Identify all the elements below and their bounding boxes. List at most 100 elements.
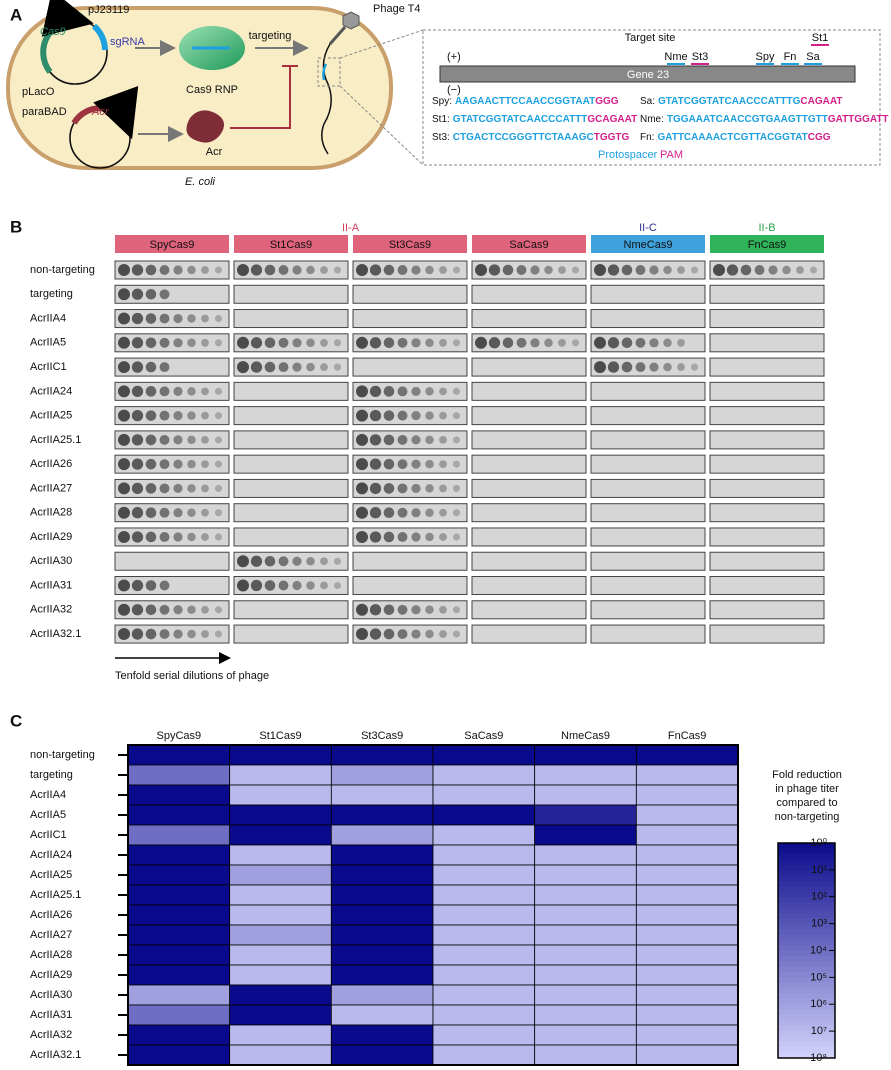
sequence-protospacer: CTGACTCCGGGTTCTAAAGC	[453, 132, 594, 143]
plaque-spot	[369, 264, 382, 276]
plaque-spot	[782, 265, 791, 275]
plate	[590, 284, 706, 304]
plaque-spot	[264, 555, 276, 567]
plaque-spot	[173, 605, 183, 615]
plaque-spot	[397, 483, 408, 494]
plate	[233, 406, 349, 426]
plaque-spot	[439, 533, 447, 541]
row-label: AcrIIA31	[30, 579, 72, 591]
heatmap-cell	[534, 804, 637, 826]
heatmap-cell	[635, 924, 739, 946]
promoter-label: pLacO	[22, 86, 55, 98]
plate	[114, 284, 230, 304]
column-header-label: SpyCas9	[150, 239, 195, 251]
panel-label: A	[10, 5, 22, 24]
plaque-spot	[383, 628, 395, 640]
heatmap-cell	[229, 944, 332, 966]
plaque-spot	[159, 604, 170, 615]
colorbar-step	[778, 945, 835, 951]
sequence-protospacer: GATTCAAAACTCGTTACGGTAT	[657, 132, 807, 143]
heatmap-cell	[432, 804, 536, 826]
colorbar-step	[778, 864, 835, 871]
plaque-spot	[173, 411, 183, 421]
row-label: AcrIIA5	[30, 337, 66, 349]
plaque-spot	[306, 581, 315, 590]
heatmap-cell	[534, 964, 637, 986]
plaque-spot	[173, 338, 183, 348]
colorbar-step	[778, 988, 835, 994]
plaque-spot	[278, 556, 289, 567]
heatmap-cell	[635, 944, 739, 966]
heatmap-cell	[127, 904, 231, 926]
plaque-spot	[187, 387, 196, 396]
row-label: targeting	[30, 769, 73, 781]
plaque-spot	[594, 264, 606, 276]
colorbar-tick-label: 10¹	[811, 864, 827, 876]
sequence-protospacer: AAGAACTTCCAACCGGTAAT	[455, 96, 595, 107]
strand-label: (+)	[447, 51, 461, 63]
plate	[709, 357, 825, 377]
heatmap-cell	[534, 924, 637, 946]
sequence-pam: GATTGGATT	[828, 114, 889, 125]
row-label: AcrIIA4	[30, 312, 66, 324]
heatmap-cell	[635, 884, 739, 906]
heatmap-cell	[229, 1024, 332, 1046]
plaque-spot	[214, 484, 223, 492]
plate	[590, 309, 706, 329]
heatmap-cell	[635, 1024, 739, 1046]
panel-label: B	[10, 217, 22, 236]
plaque-spot	[278, 265, 289, 275]
plaque-spot	[173, 265, 183, 275]
colorbar-step	[778, 902, 835, 908]
colorbar-step	[778, 929, 835, 935]
plaque-spot	[292, 580, 302, 591]
legend-protospacer: Protospacer	[598, 149, 658, 161]
heatmap-cell	[635, 764, 739, 786]
heatmap-cell	[534, 944, 637, 966]
heatmap-cell	[330, 944, 434, 966]
plate	[352, 430, 468, 450]
plaque-spot	[635, 337, 646, 348]
protein-label: Cas9 RNP	[186, 84, 238, 96]
plate	[114, 576, 230, 596]
plaque-spot	[118, 433, 130, 446]
heatmap-cell	[635, 744, 739, 766]
plate	[114, 503, 230, 523]
plaque-spot	[754, 265, 765, 275]
sequence-protospacer: TGGAAATCAACCGTGAAGTTGTT	[667, 114, 828, 125]
plaque-spot	[411, 435, 421, 445]
plaque-spot	[439, 630, 447, 638]
plaque-spot	[621, 361, 633, 373]
heatmap-cell	[229, 804, 332, 826]
plaque-spot	[320, 363, 328, 371]
colorbar-tick-label: 10³	[811, 918, 827, 930]
zoom-line	[339, 85, 424, 166]
plaque-spot	[131, 385, 144, 397]
plaque-spot	[159, 362, 170, 373]
column-header-label: St1Cas9	[270, 239, 312, 251]
plaque-spot	[516, 337, 527, 348]
colorbar-tick-label: 10²	[811, 891, 827, 903]
plate	[709, 381, 825, 401]
plaque-spot	[131, 579, 144, 592]
plate	[233, 576, 349, 596]
row-label: AcrIIA27	[30, 482, 72, 494]
plaque-spot	[250, 264, 263, 276]
sequence-name: Sa:	[640, 96, 655, 107]
plate	[233, 381, 349, 401]
column-label: SaCas9	[464, 730, 503, 742]
plaque-spot	[118, 458, 130, 471]
heatmap-cell	[534, 1004, 637, 1026]
plate	[709, 527, 825, 547]
plaque-spot	[214, 266, 223, 274]
heatmap-cell	[635, 784, 739, 806]
plaque-spot	[594, 336, 606, 349]
plaque-spot	[621, 337, 633, 349]
plaque-spot	[250, 361, 263, 373]
sequence-protospacer: GTATCGGTATCAACCCATTT	[453, 114, 588, 125]
plate	[471, 357, 587, 377]
heatmap-cell	[127, 804, 231, 826]
plaque-spot	[237, 361, 249, 374]
column-label: St3Cas9	[361, 730, 403, 742]
row-label: AcrIIA24	[30, 849, 72, 861]
